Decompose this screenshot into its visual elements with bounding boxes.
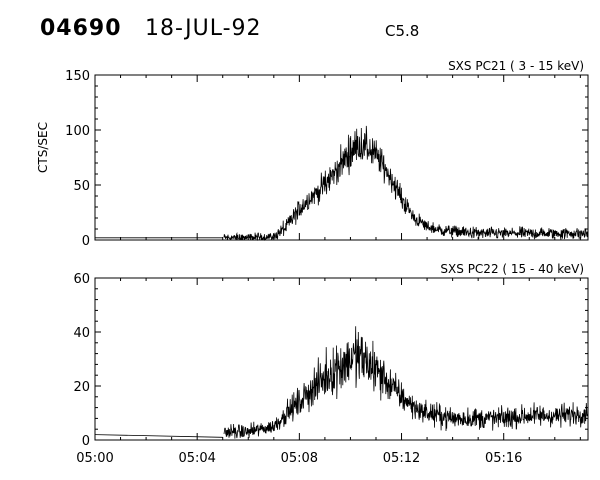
event-id: 04690 (40, 16, 122, 41)
x-tick-label: 05:16 (485, 451, 522, 466)
plot-frame (94, 74, 589, 241)
series-line (94, 326, 589, 439)
panel-title: SXS PC21 ( 3 - 15 keV) (448, 59, 584, 73)
y-tick-label: 0 (82, 234, 90, 249)
x-tick-label: 05:04 (178, 451, 215, 466)
series-line (95, 125, 589, 242)
y-axis-label: CTS/SEC (36, 122, 50, 173)
event-date: 18-JUL-92 (145, 16, 262, 41)
flare-class: C5.8 (385, 22, 420, 40)
panel-pc22: SXS PC22 ( 15 - 40 keV) 0 20 40 60 05:00 05:04… (73, 262, 589, 466)
y-tick-label: 20 (73, 380, 90, 395)
panel-title: SXS PC22 ( 15 - 40 keV) (440, 262, 584, 276)
x-tick-label: 05:08 (281, 451, 318, 466)
x-tick-label: 05:00 (76, 451, 113, 466)
y-tick-label: 0 (82, 434, 90, 449)
plot-frame (94, 277, 589, 441)
x-tick-label: 05:12 (383, 451, 420, 466)
y-tick-label: 60 (73, 272, 90, 287)
y-tick-label: 100 (65, 124, 90, 139)
y-tick-label: 40 (73, 326, 90, 341)
y-tick-label: 150 (65, 69, 90, 84)
panel-pc21: SXS PC21 ( 3 - 15 keV) CTS/SEC 0 50 100 150 (36, 59, 589, 249)
y-tick-label: 50 (73, 179, 90, 194)
